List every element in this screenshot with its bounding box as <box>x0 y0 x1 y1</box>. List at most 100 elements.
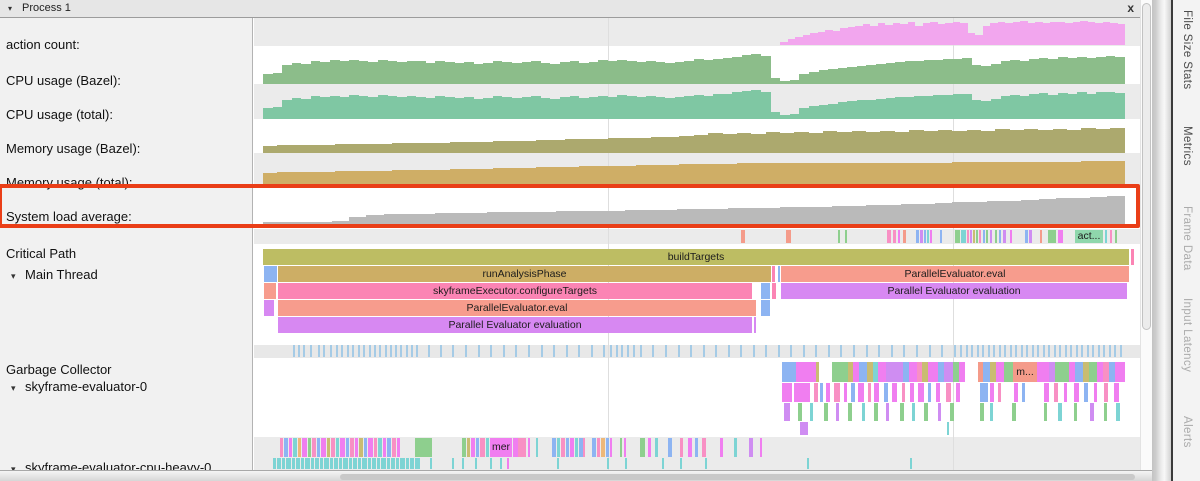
sidebar-drag-handle[interactable] <box>1152 0 1171 481</box>
trace-slice[interactable] <box>1058 230 1063 243</box>
trace-slice[interactable] <box>315 458 319 469</box>
trace-slice[interactable] <box>1084 383 1088 402</box>
trace-slice[interactable] <box>340 438 345 457</box>
trace-slice[interactable] <box>362 458 367 469</box>
trace-slice[interactable] <box>916 230 919 243</box>
trace-slice[interactable] <box>938 362 944 382</box>
trace-slice[interactable] <box>298 438 301 457</box>
trace-slice[interactable] <box>800 422 808 435</box>
trace-slice[interactable] <box>741 230 745 243</box>
trace-slice[interactable] <box>368 458 371 469</box>
trace-slice[interactable] <box>990 403 993 421</box>
trace-slice[interactable] <box>1049 362 1055 382</box>
trace-slice[interactable] <box>979 230 981 243</box>
collapse-icon[interactable]: ▾ <box>11 383 16 393</box>
trace-slice[interactable] <box>970 230 972 243</box>
main-thread-row-1[interactable]: runAnalysisPhase ParallelEvaluator.eval <box>254 266 1140 282</box>
trace-slice[interactable] <box>1105 230 1107 243</box>
trace-slice[interactable] <box>292 458 295 469</box>
trace-slice[interactable] <box>368 438 373 457</box>
trace-slice[interactable] <box>286 458 291 469</box>
trace-slice[interactable] <box>415 438 432 457</box>
trace-slice[interactable] <box>844 383 847 402</box>
trace-slice[interactable] <box>946 383 951 402</box>
trace-slice[interactable] <box>350 438 354 457</box>
trace-slice[interactable] <box>430 458 432 469</box>
trace-slice[interactable] <box>909 362 917 382</box>
trace-slice[interactable] <box>302 438 307 457</box>
trace-slice[interactable] <box>324 458 329 469</box>
trace-slice[interactable] <box>983 230 985 243</box>
trace-slice[interactable] <box>917 362 922 382</box>
trace-slice[interactable] <box>884 383 888 402</box>
trace-slice[interactable] <box>1064 383 1067 402</box>
trace-slice[interactable] <box>967 230 969 243</box>
trace-slice[interactable] <box>284 438 288 457</box>
trace-slice[interactable] <box>280 438 283 457</box>
trace-slice[interactable] <box>1040 230 1042 243</box>
trace-slice[interactable] <box>358 458 361 469</box>
trace-slice[interactable] <box>924 403 928 421</box>
trace-slice[interactable] <box>476 438 479 457</box>
trace-slice[interactable] <box>467 438 470 457</box>
trace-slice[interactable] <box>950 403 954 421</box>
trace-slice[interactable] <box>853 362 859 382</box>
trace-slice[interactable] <box>851 383 855 402</box>
trace-slice[interactable] <box>1083 362 1089 382</box>
trace-slice[interactable] <box>1055 362 1069 382</box>
trace-slice[interactable] <box>898 230 900 243</box>
system-load-average-chart[interactable] <box>263 188 1125 225</box>
trace-slice[interactable] <box>1069 362 1075 382</box>
trace-slice[interactable] <box>513 438 518 457</box>
trace-slice[interactable] <box>794 383 810 402</box>
trace-slice[interactable] <box>471 438 475 457</box>
trace-slice[interactable] <box>761 283 770 299</box>
trace-slice[interactable] <box>397 438 400 457</box>
sidebar-tab-input-latency[interactable]: Input Latency <box>1181 298 1193 373</box>
main-thread-row-3[interactable]: ParallelEvaluator.eval <box>254 300 1140 316</box>
trace-slice[interactable] <box>552 438 556 457</box>
trace-slice[interactable] <box>887 230 891 243</box>
trace-slice[interactable] <box>810 403 813 421</box>
trace-slice[interactable] <box>903 230 906 243</box>
trace-slice[interactable] <box>816 362 819 382</box>
trace-slice[interactable]: Parallel Evaluator evaluation <box>278 317 752 333</box>
trace-slice[interactable] <box>312 438 316 457</box>
trace-slice[interactable]: skyframeExecutor.configureTargets <box>278 283 752 299</box>
trace-slice[interactable] <box>940 230 942 243</box>
trace-slice[interactable] <box>824 403 828 421</box>
trace-slice[interactable] <box>990 383 994 402</box>
trace-slice[interactable] <box>330 458 333 469</box>
trace-slice[interactable] <box>858 383 864 402</box>
trace-slice[interactable] <box>377 458 380 469</box>
trace-slice[interactable] <box>938 403 941 421</box>
trace-slice[interactable] <box>918 383 924 402</box>
trace-slice[interactable] <box>820 383 823 402</box>
trace-slice[interactable]: mer <box>490 438 512 457</box>
vertical-scrollbar-thumb[interactable] <box>1142 3 1151 330</box>
trace-slice[interactable] <box>892 362 903 382</box>
trace-slice[interactable] <box>928 362 938 382</box>
skyframe-evaluator-0-row-2[interactable] <box>254 403 1140 421</box>
trace-slice[interactable] <box>807 458 809 469</box>
trace-slice[interactable] <box>343 458 348 469</box>
trace-slice[interactable] <box>301 458 304 469</box>
trace-slice[interactable] <box>986 230 988 243</box>
trace-slice[interactable] <box>601 438 605 457</box>
collapse-icon[interactable]: ▾ <box>11 271 16 281</box>
main-thread-row-4[interactable]: Parallel Evaluator evaluation <box>254 317 1140 333</box>
trace-slice[interactable]: act... <box>1075 230 1103 243</box>
trace-slice[interactable] <box>462 458 464 469</box>
trace-slice[interactable] <box>902 383 905 402</box>
trace-slice[interactable] <box>995 230 997 243</box>
collapse-icon[interactable]: ▾ <box>8 4 13 13</box>
trace-slice[interactable] <box>334 458 338 469</box>
trace-slice[interactable] <box>1075 362 1083 382</box>
trace-slice[interactable] <box>1037 362 1049 382</box>
trace-slice[interactable] <box>859 362 867 382</box>
trace-slice[interactable] <box>782 383 792 402</box>
trace-slice[interactable] <box>400 458 405 469</box>
trace-slice[interactable] <box>536 438 538 457</box>
trace-slice[interactable] <box>579 438 583 457</box>
trace-slice[interactable] <box>289 438 292 457</box>
